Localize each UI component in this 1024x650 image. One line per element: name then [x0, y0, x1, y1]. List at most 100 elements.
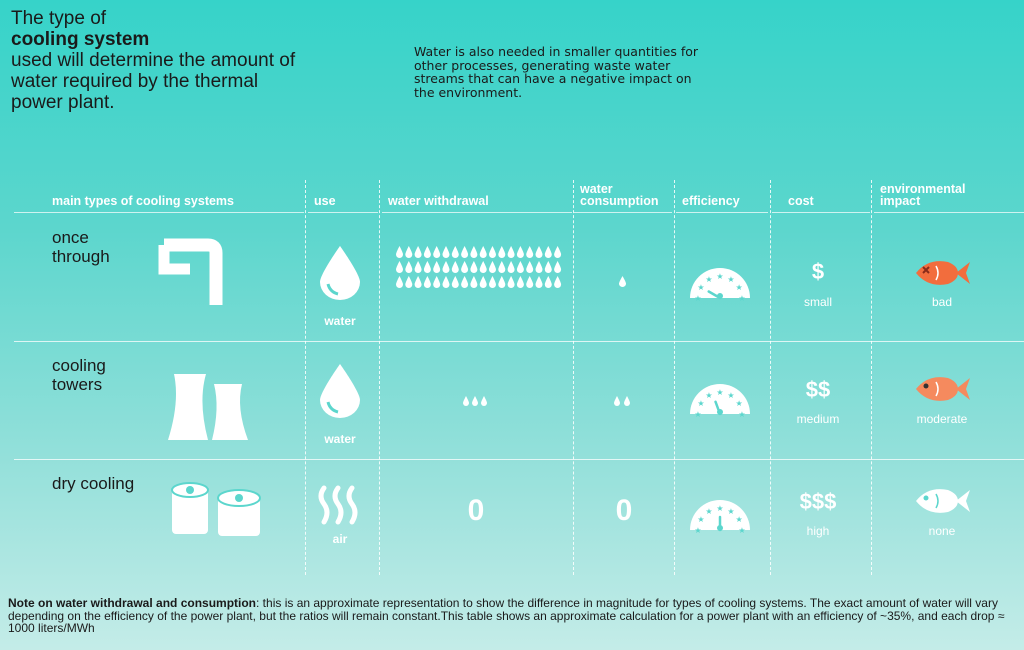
gauge-face: [690, 500, 750, 530]
water-drop-icon: [481, 396, 487, 406]
efficiency-gauge-icon: ★★★ ★ ★★★: [690, 384, 750, 419]
fish-eye: [922, 266, 930, 274]
water-drop-icon: [614, 396, 620, 406]
water-drop-icon: [461, 246, 469, 258]
gauge-face: [690, 268, 750, 298]
water-drop-icon: [479, 261, 487, 273]
gauge-star-icon: ★: [697, 515, 704, 524]
gauge-star-icon: ★: [735, 399, 742, 408]
row-label-cooling-towers: cooling towers: [52, 356, 106, 394]
gauge-star-icon: ★: [727, 391, 734, 400]
water-drop-icon: [396, 246, 403, 258]
cooling-tower-icon: [168, 374, 248, 440]
gauge-star-icon: ★: [738, 526, 745, 535]
gauge-star-icon: ★: [694, 410, 701, 419]
gauge-pivot: [717, 525, 723, 531]
water-drop-icon: [507, 276, 515, 288]
water-drop-icon: [498, 246, 506, 258]
water-drop-icon: [535, 246, 543, 258]
cost-symbol: $: [811, 259, 825, 284]
water-drop-icon: [479, 276, 487, 288]
dry-cooling-fan-icon: [171, 482, 261, 536]
gauge-star-icon: ★: [705, 275, 712, 284]
water-drop-icon: [535, 276, 543, 288]
water-drop-icon: [396, 276, 403, 288]
gauge-star-icon: ★: [716, 272, 723, 281]
intro-note: Water is also needed in smaller quantiti…: [414, 44, 699, 100]
gauge-pivot: [717, 293, 723, 299]
water-drop-icon: [433, 246, 441, 258]
water-drop-icon: [507, 246, 515, 258]
row-label-dry-cooling: dry cooling: [52, 474, 135, 493]
gauge-star-icon: ★: [735, 283, 742, 292]
use-label: water: [324, 314, 356, 328]
cost-label: high: [806, 524, 830, 538]
water-drop-icon: [516, 261, 524, 273]
water-drop-icon: [479, 246, 487, 258]
water-drop-icon: [405, 261, 413, 273]
column-divider: [573, 180, 574, 575]
water-drop-icon: [489, 246, 496, 258]
fish-icon: [916, 377, 970, 401]
gauge-star-icon: ★: [694, 294, 701, 303]
gauge-star-icon: ★: [705, 507, 712, 516]
water-drop-icon: [414, 261, 422, 273]
gauge-star-icon: ★: [727, 275, 734, 284]
water-drop-icon: [554, 261, 562, 273]
water-drop-icon: [554, 246, 562, 258]
water-drop-icon: [498, 276, 506, 288]
gauge-star-icon: ★: [716, 504, 723, 513]
column-divider: [674, 180, 675, 575]
fish-gill: [935, 381, 939, 397]
header-withdrawal: water withdrawal: [382, 180, 572, 213]
footnote-bold: Note on water withdrawal and consumption: [8, 596, 257, 610]
water-drop-icon: [442, 246, 450, 258]
water-drop-icon: [396, 261, 403, 273]
gauge-star-icon: ★: [694, 526, 701, 535]
fish-icon: [916, 489, 970, 513]
header-efficiency: efficiency: [676, 180, 768, 213]
title-rest: used will determine the amount of water …: [11, 50, 296, 113]
impact-label: none: [928, 524, 956, 538]
gauge-star-icon: ★: [738, 410, 745, 419]
title-line1: The type of: [11, 8, 107, 29]
fish-body: [916, 261, 970, 285]
water-drop-icon: [619, 276, 626, 287]
gauge-pivot: [717, 409, 723, 415]
water-drop-icon: [461, 261, 469, 273]
gauge-star-icon: ★: [735, 515, 742, 524]
water-drop-icon: [414, 246, 422, 258]
water-drop-icon: [442, 276, 450, 288]
column-divider: [379, 180, 380, 575]
column-divider: [871, 180, 872, 575]
water-drop-icon: [320, 246, 360, 300]
water-drop-icon: [489, 276, 496, 288]
water-drop-icon: [535, 261, 543, 273]
water-drop-icon: [423, 246, 431, 258]
gauge-face: [690, 384, 750, 414]
cost-label: medium: [796, 412, 840, 426]
column-divider: [770, 180, 771, 575]
water-drop-icon: [451, 246, 459, 258]
cost-label: small: [803, 295, 832, 309]
water-drop-icon: [405, 246, 413, 258]
water-drop-icon: [526, 246, 534, 258]
cost-symbol: $$$: [799, 489, 837, 514]
header-use: use: [308, 180, 378, 213]
fish-icon: [916, 261, 970, 285]
header-impact: environmental impact: [874, 180, 1024, 213]
fish-gill: [935, 265, 939, 281]
air-waves-icon: [318, 485, 358, 525]
water-drop-icon: [516, 276, 524, 288]
header-consumption: water consumption: [574, 180, 672, 213]
fish-eye: [923, 495, 929, 501]
water-drop-icon: [507, 261, 515, 273]
water-drop-icon: [526, 261, 534, 273]
fish-gill: [935, 493, 939, 509]
consumption-drop: [619, 276, 626, 287]
gauge-star-icon: ★: [705, 391, 712, 400]
row-label-once-through: once through: [52, 228, 110, 266]
impact-label: moderate: [916, 412, 968, 426]
withdrawal-zero: 0: [467, 494, 485, 527]
water-drop-icon: [405, 276, 413, 288]
